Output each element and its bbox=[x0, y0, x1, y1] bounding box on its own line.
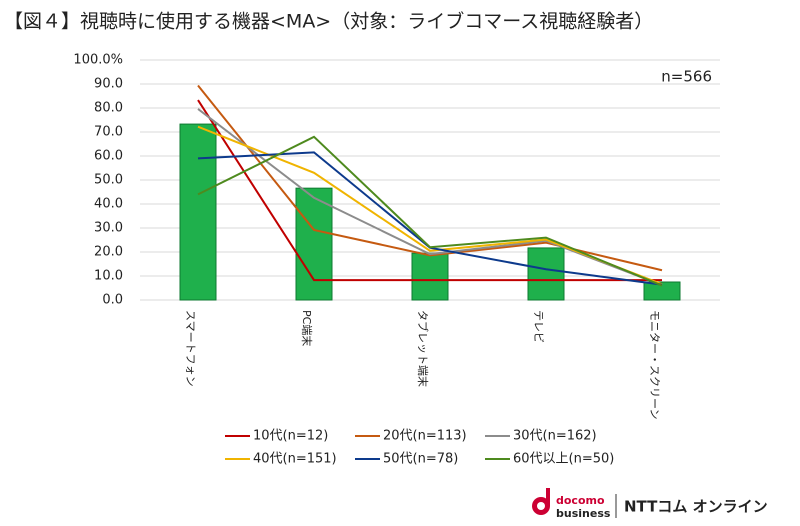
legend-label: 30代(n=162) bbox=[513, 429, 597, 444]
y-tick-label: 10.0 bbox=[94, 269, 123, 284]
logo-icon bbox=[537, 502, 545, 510]
annotation: n=566 bbox=[661, 68, 712, 86]
logo-text: business bbox=[556, 507, 611, 520]
bar bbox=[295, 187, 333, 301]
bar bbox=[179, 123, 217, 301]
y-tick-label: 70.0 bbox=[94, 125, 123, 140]
y-tick-label: 60.0 bbox=[94, 149, 123, 164]
y-tick-label: 50.0 bbox=[94, 173, 123, 188]
legend-label: 40代(n=151) bbox=[253, 452, 337, 467]
bar bbox=[527, 247, 565, 301]
y-tick-label: 0.0 bbox=[102, 293, 123, 308]
legend-label: 10代(n=12) bbox=[253, 429, 328, 444]
footer-logo: docomo business NTTコム オンライン bbox=[532, 488, 768, 520]
legend-label: 60代以上(n=50) bbox=[513, 452, 614, 467]
legend-label: 20代(n=113) bbox=[383, 429, 467, 444]
logo-icon bbox=[546, 488, 550, 506]
y-tick-label: 40.0 bbox=[94, 197, 123, 212]
x-tick-label: PC端末 bbox=[300, 310, 314, 346]
brand: NTTコム オンライン bbox=[624, 498, 768, 516]
line-series bbox=[197, 84, 663, 272]
y-tick-label: 30.0 bbox=[94, 221, 123, 236]
y-tick-label: 100.0% bbox=[73, 53, 123, 68]
y-tick-label: 90.0 bbox=[94, 77, 123, 92]
y-tick-label: 20.0 bbox=[94, 245, 123, 260]
line-series bbox=[197, 108, 663, 287]
bar bbox=[643, 281, 681, 301]
logo-text: docomo bbox=[556, 494, 605, 507]
chart-title: 【図４】視聴時に使用する機器<MA>（対象：ライブコマース視聴経験者） bbox=[4, 10, 653, 33]
line-series bbox=[197, 135, 663, 287]
line-series bbox=[197, 99, 662, 282]
x-tick-label: テレビ bbox=[532, 310, 545, 343]
bar bbox=[411, 252, 449, 301]
x-tick-label: スマートフォン bbox=[184, 310, 197, 387]
x-tick-label: タブレット端末 bbox=[416, 310, 430, 387]
legend-label: 50代(n=78) bbox=[383, 452, 458, 467]
x-tick-label: モニター・スクリーン bbox=[648, 310, 661, 419]
y-tick-label: 80.0 bbox=[94, 101, 123, 116]
